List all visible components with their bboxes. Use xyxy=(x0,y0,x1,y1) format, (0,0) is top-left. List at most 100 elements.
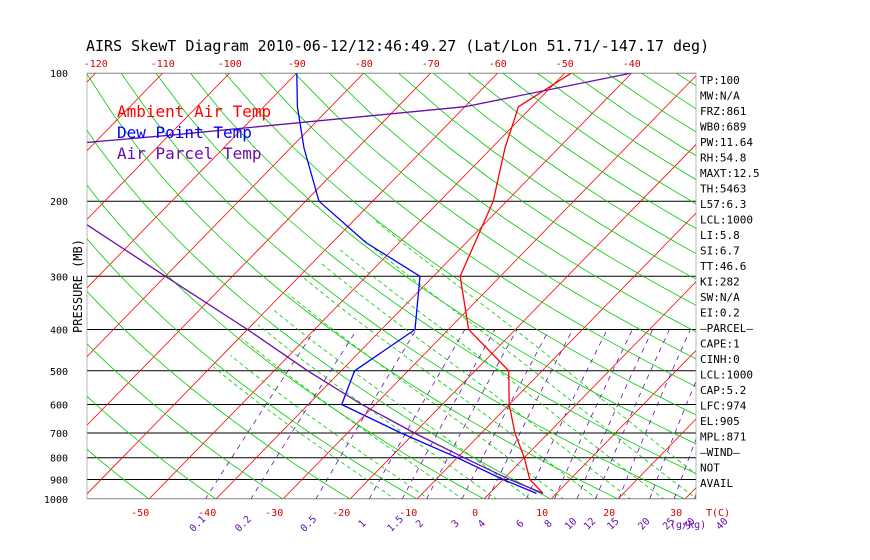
dry-adiabat-line xyxy=(0,73,25,508)
isotherm-line xyxy=(87,73,164,152)
index-entry: —PARCEL— xyxy=(700,322,753,335)
bottom-temp-tick-label: -30 xyxy=(265,508,283,519)
isotherm-line xyxy=(617,418,696,499)
index-entry: EI:0.2 xyxy=(700,307,740,320)
pressure-tick-label: 1000 xyxy=(44,495,68,506)
legend-entry: Air Parcel Temp xyxy=(117,144,262,163)
index-entry: L57:6.3 xyxy=(700,198,746,211)
index-entry: KI:282 xyxy=(700,276,740,289)
index-entry: RH:54.8 xyxy=(700,152,746,165)
isotherm-line xyxy=(87,73,499,495)
top-temp-tick-label: -60 xyxy=(489,59,507,70)
dry-adiabat-line xyxy=(87,343,284,499)
isotherm-line xyxy=(87,73,365,358)
index-entry: NOT xyxy=(700,462,720,475)
pressure-tick-label: 700 xyxy=(50,429,68,440)
bottom-temp-tick-label: -40 xyxy=(198,508,216,519)
mixing-ratio-label: 1 xyxy=(357,518,369,530)
moist-adiabat-line xyxy=(301,275,598,499)
series-line-parcel xyxy=(87,73,632,495)
mixing-ratio-line xyxy=(250,329,358,499)
index-entry: LCL:1000 xyxy=(700,369,753,382)
mixing-ratio-line xyxy=(553,329,633,499)
mixing-ratio-label: 12 xyxy=(582,516,598,532)
mixing-ratio-label: 0.2 xyxy=(233,514,254,535)
legend-entry: Dew Point Temp xyxy=(117,123,252,142)
dry-adiabat-line xyxy=(87,448,150,499)
pressure-tick-label: 500 xyxy=(50,367,68,378)
moist-adiabat-line xyxy=(230,354,430,499)
dry-adiabat-line xyxy=(87,290,351,499)
mixing-ratio-label: 2 xyxy=(414,518,426,530)
index-entry: LCL:1000 xyxy=(700,214,753,227)
bottom-temp-tick-label: -50 xyxy=(131,508,149,519)
temp-unit-label: T(C) xyxy=(706,508,730,519)
index-entry: MAXT:12.5 xyxy=(700,167,760,180)
moist-adiabat-line xyxy=(372,218,696,475)
mixing-ratio-label: 20 xyxy=(636,516,652,532)
mixing-ratio-line xyxy=(426,329,518,499)
top-temp-tick-label: -110 xyxy=(151,59,175,70)
y-axis-label: PRESSURE (MB) xyxy=(71,239,85,333)
dry-adiabat-line xyxy=(432,73,696,255)
mixing-ratio-label: 3 xyxy=(450,518,462,530)
pressure-tick-label: 900 xyxy=(50,476,68,487)
isotherm-line xyxy=(282,75,696,499)
index-entry: TP:100 xyxy=(700,74,740,87)
isotherm-line xyxy=(349,143,696,499)
mixing-ratio-line xyxy=(595,329,670,499)
dry-adiabat-line xyxy=(640,73,696,110)
isotherm-line xyxy=(483,281,696,499)
index-entry: LFC:974 xyxy=(700,400,747,413)
moist-adiabat-line xyxy=(339,249,665,499)
isotherm-line xyxy=(87,73,298,289)
index-entry: TT:46.6 xyxy=(700,260,746,273)
mixing-ratio-label: 0.5 xyxy=(299,514,320,535)
dry-adiabat-line xyxy=(87,129,552,499)
moist-adiabat-line xyxy=(213,366,396,499)
pressure-tick-label: 800 xyxy=(50,454,68,465)
mixing-ratio-line xyxy=(368,329,466,499)
isotherm-line xyxy=(0,73,29,508)
index-entry: PW:11.64 xyxy=(700,136,753,149)
bottom-temp-tick-label: 30 xyxy=(670,508,682,519)
mixing-ratio-line xyxy=(618,329,691,499)
isotherm-line xyxy=(550,349,696,499)
moist-adiabat-line xyxy=(241,338,464,499)
isotherm-line xyxy=(87,73,432,426)
index-entry: AVAIL xyxy=(700,477,733,490)
index-entry: CAPE:1 xyxy=(700,338,740,351)
top-temp-tick-label: -40 xyxy=(623,59,641,70)
dry-adiabat-line xyxy=(259,73,696,388)
series-line-ambient xyxy=(459,73,572,494)
index-entry: TH:5463 xyxy=(700,183,746,196)
mixing-ratio-label: 8 xyxy=(543,518,555,530)
dry-adiabat-line xyxy=(189,73,696,445)
plot-frame xyxy=(86,72,697,500)
pressure-tick-label: 400 xyxy=(50,325,68,336)
bottom-temp-tick-label: 0 xyxy=(472,508,478,519)
mixing-ratio-line xyxy=(576,329,654,499)
dry-adiabat-line xyxy=(363,73,696,306)
mixing-unit-label: (g/kg) xyxy=(670,520,706,531)
pressure-tick-label: 100 xyxy=(50,69,68,80)
mixing-ratio-label: 10 xyxy=(563,516,579,532)
dry-adiabat-line xyxy=(87,184,485,499)
moist-adiabat-line xyxy=(273,309,531,499)
isotherm-line xyxy=(148,73,566,499)
index-entry: SI:6.7 xyxy=(700,245,740,258)
index-entry: SW:N/A xyxy=(700,291,740,304)
isotherm-line xyxy=(810,73,870,508)
mixing-ratio-line xyxy=(401,329,496,499)
isotherm-line xyxy=(87,73,231,220)
mixing-ratio-label: 6 xyxy=(514,518,526,530)
top-temp-tick-label: -80 xyxy=(355,59,373,70)
dry-adiabat-line xyxy=(120,73,686,499)
mixing-ratio-line xyxy=(315,329,417,499)
moist-adiabat-line xyxy=(288,293,565,499)
legend-entry: Ambient Air Temp xyxy=(117,102,271,121)
top-temp-tick-label: -90 xyxy=(288,59,306,70)
index-entry: CINH:0 xyxy=(700,353,740,366)
mixing-ratio-line xyxy=(204,329,316,499)
